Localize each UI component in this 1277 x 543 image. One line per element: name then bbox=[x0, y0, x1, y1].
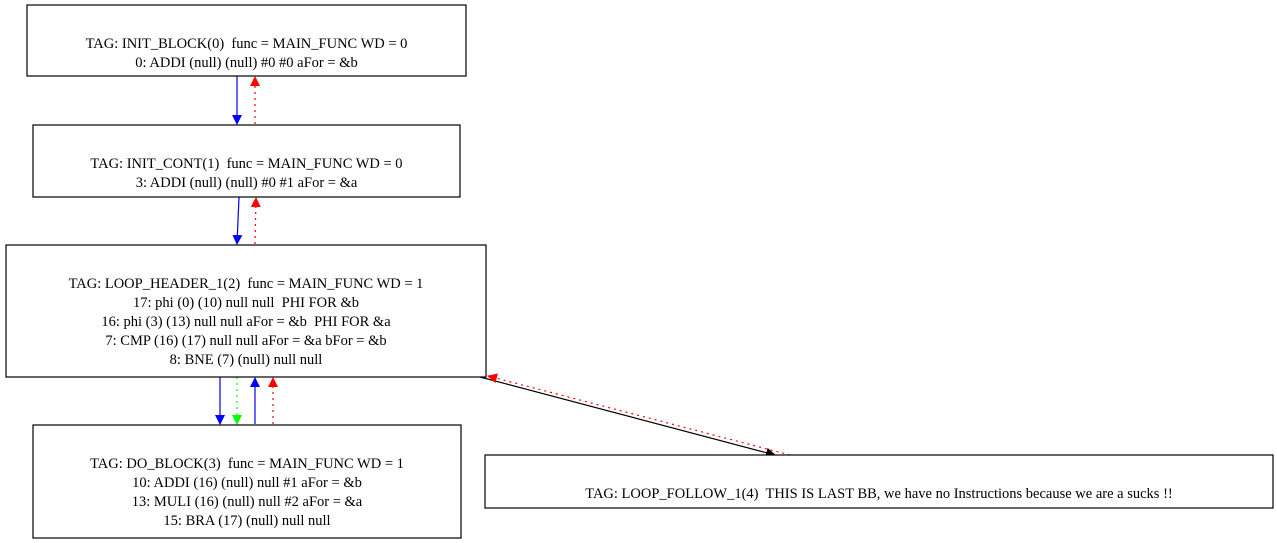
node-loop-follow: TAG: LOOP_FOLLOW_1(4) THIS IS LAST BB, w… bbox=[484, 454, 1274, 509]
node-do-block-box bbox=[32, 424, 462, 539]
node-loop-follow-box bbox=[484, 454, 1274, 509]
edges-layer bbox=[215, 76, 791, 458]
node-do-block-line: TAG: DO_BLOCK(3) func = MAIN_FUNC WD = 1 bbox=[90, 456, 404, 472]
node-loop-header-line: 17: phi (0) (10) null null PHI FOR &b bbox=[133, 295, 359, 311]
node-do-block: TAG: DO_BLOCK(3) func = MAIN_FUNC WD = 1… bbox=[32, 424, 462, 539]
node-do-block-line: 10: ADDI (16) (null) null #1 aFor = &b bbox=[132, 475, 362, 491]
node-loop-header: TAG: LOOP_HEADER_1(2) func = MAIN_FUNC W… bbox=[5, 244, 487, 378]
edge-loop-header-to-loop-follow bbox=[479, 376, 776, 458]
node-init-cont-box bbox=[32, 124, 461, 198]
node-loop-header-line: 16: phi (3) (13) null null aFor = &b PHI… bbox=[101, 314, 391, 330]
node-init-cont: TAG: INIT_CONT(1) func = MAIN_FUNC WD = … bbox=[32, 124, 461, 198]
node-init-block-box bbox=[26, 4, 467, 77]
node-init-block-line: TAG: INIT_BLOCK(0) func = MAIN_FUNC WD =… bbox=[86, 36, 408, 52]
node-loop-header-box bbox=[5, 244, 487, 378]
node-loop-header-line: TAG: LOOP_HEADER_1(2) func = MAIN_FUNC W… bbox=[69, 276, 424, 292]
edge-loop-follow-to-loop-header bbox=[487, 373, 791, 456]
node-do-block-line: 13: MULI (16) (null) null #2 aFor = &a bbox=[132, 494, 363, 510]
node-init-block-line: 0: ADDI (null) (null) #0 #0 aFor = &b bbox=[135, 55, 357, 71]
nodes-layer: TAG: INIT_BLOCK(0) func = MAIN_FUNC WD =… bbox=[5, 4, 1274, 539]
node-init-block: TAG: INIT_BLOCK(0) func = MAIN_FUNC WD =… bbox=[26, 4, 467, 77]
node-loop-follow-line: TAG: LOOP_FOLLOW_1(4) THIS IS LAST BB, w… bbox=[585, 486, 1172, 502]
node-init-cont-line: TAG: INIT_CONT(1) func = MAIN_FUNC WD = … bbox=[90, 156, 402, 172]
node-init-cont-line: 3: ADDI (null) (null) #0 #1 aFor = &a bbox=[136, 175, 358, 191]
node-loop-header-line: 7: CMP (16) (17) null null aFor = &a bFo… bbox=[105, 333, 386, 349]
edge-init-cont-to-loop-header bbox=[232, 196, 243, 245]
node-loop-header-line: 8: BNE (7) (null) null null bbox=[170, 352, 323, 368]
node-do-block-line: 15: BRA (17) (null) null null bbox=[163, 513, 330, 529]
edge-loop-header-to-init-cont bbox=[250, 197, 261, 245]
